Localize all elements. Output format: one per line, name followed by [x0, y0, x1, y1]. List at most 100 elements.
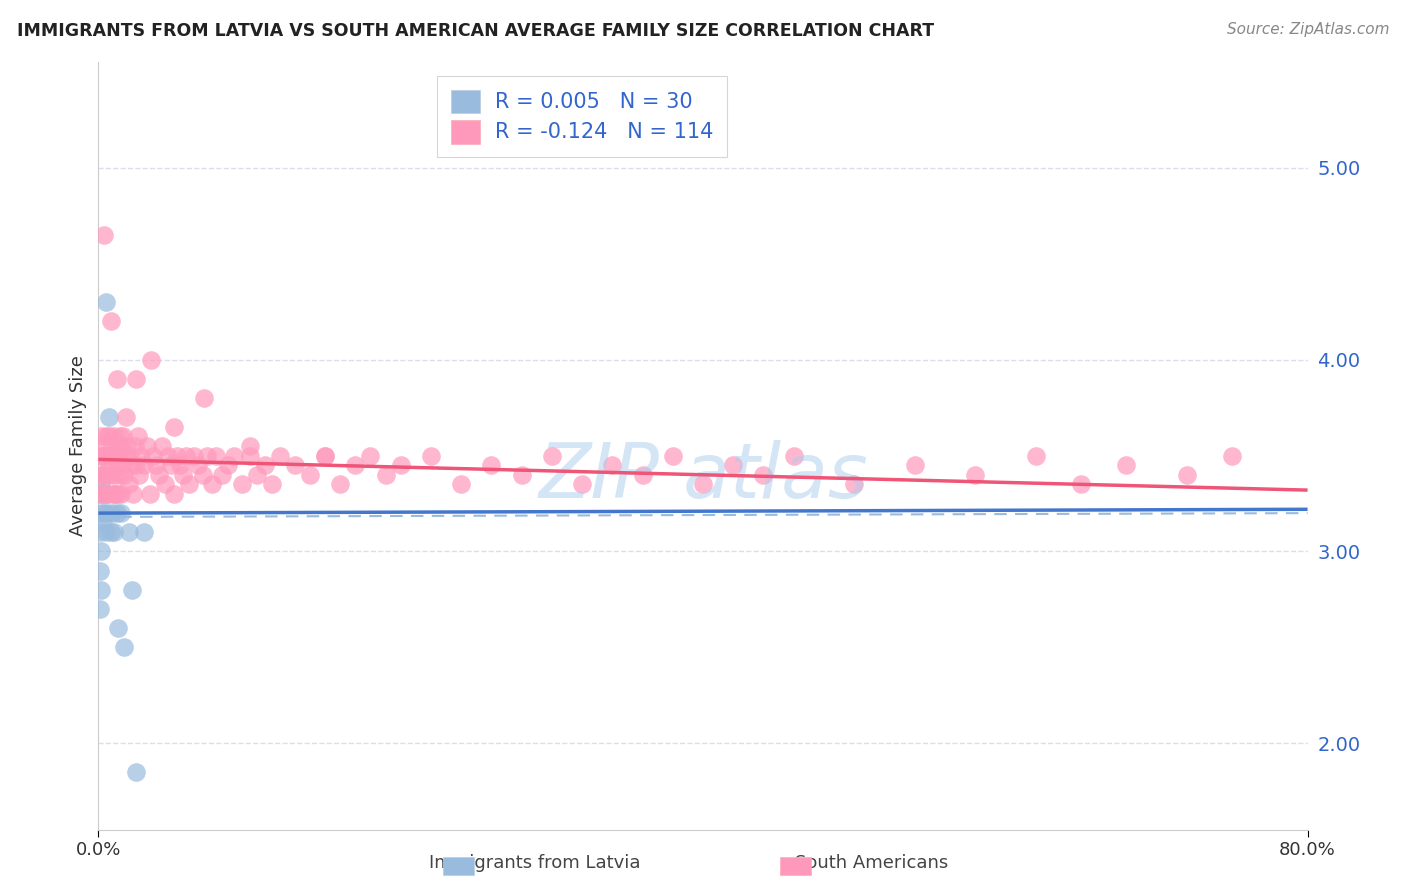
Point: [112, 467, 135, 482]
Point: [389, 458, 412, 473]
Point: [111, 458, 134, 473]
Point: [239, 439, 262, 453]
Point: [1070, 477, 1092, 491]
Point: [1220, 449, 1243, 463]
Point: [90, 506, 112, 520]
Point: [172, 467, 194, 482]
Point: [1024, 449, 1046, 463]
Point: [692, 477, 714, 491]
Point: [205, 449, 228, 463]
Point: [904, 458, 927, 473]
Point: [217, 458, 239, 473]
Point: [100, 525, 122, 540]
Text: ZIP atlas: ZIP atlas: [538, 440, 868, 514]
Point: [127, 429, 149, 443]
Point: [145, 458, 167, 473]
Point: [115, 439, 138, 453]
Point: [98, 410, 121, 425]
Point: [94, 429, 117, 443]
Point: [374, 467, 396, 482]
Point: [211, 467, 233, 482]
Point: [510, 467, 533, 482]
Point: [163, 487, 186, 501]
Point: [91, 516, 114, 530]
Point: [100, 467, 122, 482]
Point: [129, 449, 152, 463]
Point: [166, 449, 188, 463]
Point: [191, 467, 214, 482]
Point: [104, 487, 127, 501]
Point: [344, 458, 367, 473]
Point: [148, 467, 170, 482]
Point: [90, 429, 112, 443]
Point: [114, 449, 136, 463]
Point: [132, 458, 155, 473]
Point: [124, 439, 146, 453]
Point: [201, 477, 224, 491]
Point: [91, 467, 114, 482]
Point: [104, 487, 127, 501]
Y-axis label: Average Family Size: Average Family Size: [69, 356, 87, 536]
Point: [98, 458, 121, 473]
Point: [179, 477, 201, 491]
Point: [96, 487, 118, 501]
Point: [89, 467, 111, 482]
Point: [112, 640, 135, 655]
Point: [91, 449, 114, 463]
Point: [156, 449, 179, 463]
Point: [110, 506, 132, 520]
Point: [163, 420, 186, 434]
Point: [90, 582, 112, 597]
Point: [103, 525, 125, 540]
Point: [96, 449, 118, 463]
Point: [90, 544, 112, 558]
Point: [135, 439, 157, 453]
Point: [121, 458, 143, 473]
Point: [299, 467, 322, 482]
Point: [105, 458, 128, 473]
Point: [153, 477, 176, 491]
Point: [94, 467, 117, 482]
Point: [103, 449, 125, 463]
Point: [108, 429, 131, 443]
Point: [98, 429, 121, 443]
Point: [195, 449, 218, 463]
Point: [96, 487, 118, 501]
Point: [239, 449, 262, 463]
Point: [100, 314, 122, 328]
Point: [93, 487, 115, 501]
Point: [571, 477, 593, 491]
Point: [1175, 467, 1198, 482]
Point: [965, 467, 987, 482]
Point: [631, 467, 654, 482]
Point: [314, 449, 336, 463]
Point: [125, 372, 148, 386]
Point: [108, 467, 131, 482]
Point: [122, 487, 145, 501]
Point: [93, 487, 115, 501]
Point: [269, 449, 291, 463]
Point: [94, 295, 117, 310]
Text: IMMIGRANTS FROM LATVIA VS SOUTH AMERICAN AVERAGE FAMILY SIZE CORRELATION CHART: IMMIGRANTS FROM LATVIA VS SOUTH AMERICAN…: [17, 22, 934, 40]
Point: [91, 467, 114, 482]
Point: [120, 449, 142, 463]
Point: [128, 467, 150, 482]
Point: [90, 487, 112, 501]
Point: [314, 449, 336, 463]
Point: [141, 352, 163, 367]
Text: Immigrants from Latvia: Immigrants from Latvia: [429, 855, 640, 872]
Point: [90, 477, 112, 491]
Point: [89, 487, 111, 501]
Point: [110, 439, 132, 453]
Point: [262, 477, 284, 491]
Point: [89, 525, 111, 540]
Point: [111, 429, 134, 443]
Point: [89, 602, 111, 616]
Point: [160, 458, 183, 473]
Point: [253, 458, 276, 473]
Point: [107, 449, 129, 463]
Point: [150, 439, 173, 453]
Point: [329, 477, 352, 491]
Point: [101, 487, 124, 501]
Point: [139, 487, 162, 501]
